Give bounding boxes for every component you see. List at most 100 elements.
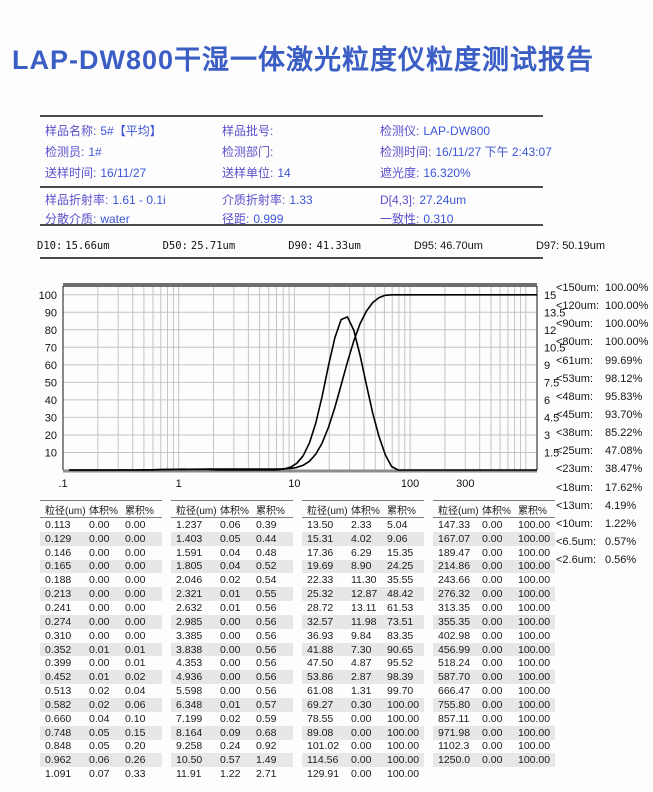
table-row: 1.805 0.04 0.52 [171, 559, 293, 574]
table-row: 114.56 0.00 100.00 [302, 753, 424, 768]
size-cell: 857.11 [438, 712, 470, 725]
field-label: D[4,3]: [380, 193, 416, 207]
cumulative-cell: 0.00 [125, 532, 146, 545]
info-field: 样品批号: [222, 121, 380, 142]
volume-cell: 0.00 [351, 768, 372, 781]
percentile-value: 0.56% [605, 554, 637, 567]
size-cell: 214.86 [438, 560, 471, 573]
cumulative-cell: 0.52 [256, 560, 277, 573]
volume-cell: 7.30 [351, 643, 372, 656]
percentile-label: <61um: [556, 354, 593, 367]
volume-cell: 0.00 [220, 643, 241, 656]
cumulative-cell: 0.68 [256, 726, 277, 739]
size-cell: 147.33 [438, 518, 471, 531]
volume-cell: 0.00 [482, 629, 503, 642]
cumulative-cell: 48.42 [387, 588, 414, 601]
percentile-label: <13um: [556, 499, 593, 512]
volume-cell: 0.00 [482, 615, 503, 628]
size-cell: 243.66 [438, 574, 471, 587]
table-header-cell: 体积% [89, 505, 118, 517]
size-cell: 3.838 [176, 643, 203, 656]
size-cell: 28.72 [307, 601, 334, 614]
cumulative-cell: 0.04 [125, 685, 146, 698]
left-axis-tick: 90 [45, 307, 57, 319]
table-row: 61.08 1.31 99.70 [302, 684, 424, 698]
table-row: 214.86 0.00 100.00 [433, 559, 555, 574]
field-label: 介质折射率: [222, 193, 286, 207]
field-label: 送样时间: [45, 166, 97, 180]
table-header: 粒径(um) 体积% 累积% [302, 500, 424, 518]
size-cell: 15.31 [307, 532, 334, 545]
cumulative-cell: 0.00 [125, 615, 146, 628]
volume-cell: 0.00 [89, 629, 110, 642]
cumulative-cell: 5.04 [387, 518, 408, 531]
table-row: 10.50 0.57 1.49 [171, 753, 293, 768]
cumulative-cell: 100.00 [518, 754, 551, 767]
table-row: 1.237 0.06 0.39 [171, 518, 293, 532]
volume-cell: 11.98 [351, 615, 377, 628]
table-row: 7.199 0.02 0.59 [171, 712, 293, 726]
table-header: 粒径(um) 体积% 累积% [171, 500, 293, 518]
table-row: 355.35 0.00 100.00 [433, 614, 555, 629]
info-section-1: 样品名称: 5#【平均】 样品批号: 检测仪: LAP-DW800 检测员: 1# 检测部门:… [45, 121, 552, 184]
volume-cell: 12.87 [351, 588, 378, 601]
cumulative-cell: 100.00 [518, 698, 551, 711]
volume-cell: 0.06 [220, 518, 241, 531]
volume-cell: 0.04 [220, 560, 241, 573]
percentile-label: <48um: [556, 390, 593, 403]
percentile-item: <45um: 93.70% [556, 406, 652, 424]
size-cell: 22.33 [307, 574, 334, 587]
table-header-cell: 累积% [256, 505, 285, 517]
field-value: 1# [88, 145, 102, 159]
size-cell: 25.32 [307, 588, 334, 601]
x-axis-tick: 10 [288, 478, 300, 490]
size-cell: 0.146 [45, 546, 72, 559]
size-cell: 2.985 [176, 615, 203, 628]
percentile-item: <23um: 38.47% [556, 460, 652, 478]
cumulative-cell: 0.56 [256, 601, 277, 614]
table-row: 0.188 0.00 0.00 [40, 573, 162, 587]
volume-cell: 0.00 [351, 740, 372, 753]
size-cell: 8.164 [176, 726, 203, 739]
size-cell: 167.07 [438, 532, 471, 545]
percentile-item: <48um: 95.83% [556, 388, 652, 406]
table-row: 4.936 0.00 0.56 [171, 670, 293, 685]
left-axis-tick: 50 [45, 377, 57, 389]
info-row: 样品折射率: 1.61 - 0.1i 介质折射率: 1.33 D[4,3]: 27.24u… [45, 191, 545, 210]
size-cell: 11.91 [176, 768, 202, 781]
size-cell: 1.091 [45, 768, 72, 781]
left-axis-tick: 20 [45, 430, 57, 442]
percentile-label: <120um: [556, 300, 600, 313]
percentile-item: <120um: 100.00% [556, 297, 652, 315]
field-label: 检测时间: [380, 145, 432, 159]
percentile-item: <25um: 47.08% [556, 442, 652, 460]
size-cell: 36.93 [307, 629, 334, 642]
volume-cell: 0.00 [220, 685, 241, 698]
field-value: 27.24um [419, 193, 467, 207]
d-value-label: D97: [535, 240, 560, 252]
table-row: 0.213 0.00 0.00 [40, 587, 162, 602]
table-row: 276.32 0.00 100.00 [433, 587, 555, 602]
size-cell: 0.213 [45, 588, 72, 601]
table-header-cell: 体积% [482, 505, 511, 517]
table-row: 0.399 0.00 0.01 [40, 656, 162, 670]
percentile-label: <38um: [556, 427, 593, 440]
percentile-label: <90um: [556, 318, 593, 331]
info-field: 分散介质: water [45, 210, 222, 229]
cumulative-cell: 0.55 [256, 588, 277, 601]
cumulative-cell: 0.01 [125, 657, 146, 670]
table-row: 1250.0 0.00 100.00 [433, 753, 555, 768]
d-value-item: D97: 50.19um [536, 240, 605, 252]
size-cell: 1250.0 [438, 754, 471, 767]
size-cell: 1.805 [176, 560, 203, 573]
size-cell: 0.129 [45, 532, 72, 545]
percentile-value: 38.47% [605, 463, 643, 476]
cumulative-cell: 100.00 [387, 698, 420, 711]
cumulative-cell: 0.92 [256, 740, 277, 753]
cumulative-cell: 0.56 [256, 671, 277, 684]
x-axis-tick: 1 [176, 478, 182, 490]
divider [40, 186, 543, 188]
cumulative-cell: 0.00 [125, 629, 146, 642]
info-field: 送样单位: 14 [222, 163, 380, 184]
size-cell: 402.98 [438, 629, 471, 642]
